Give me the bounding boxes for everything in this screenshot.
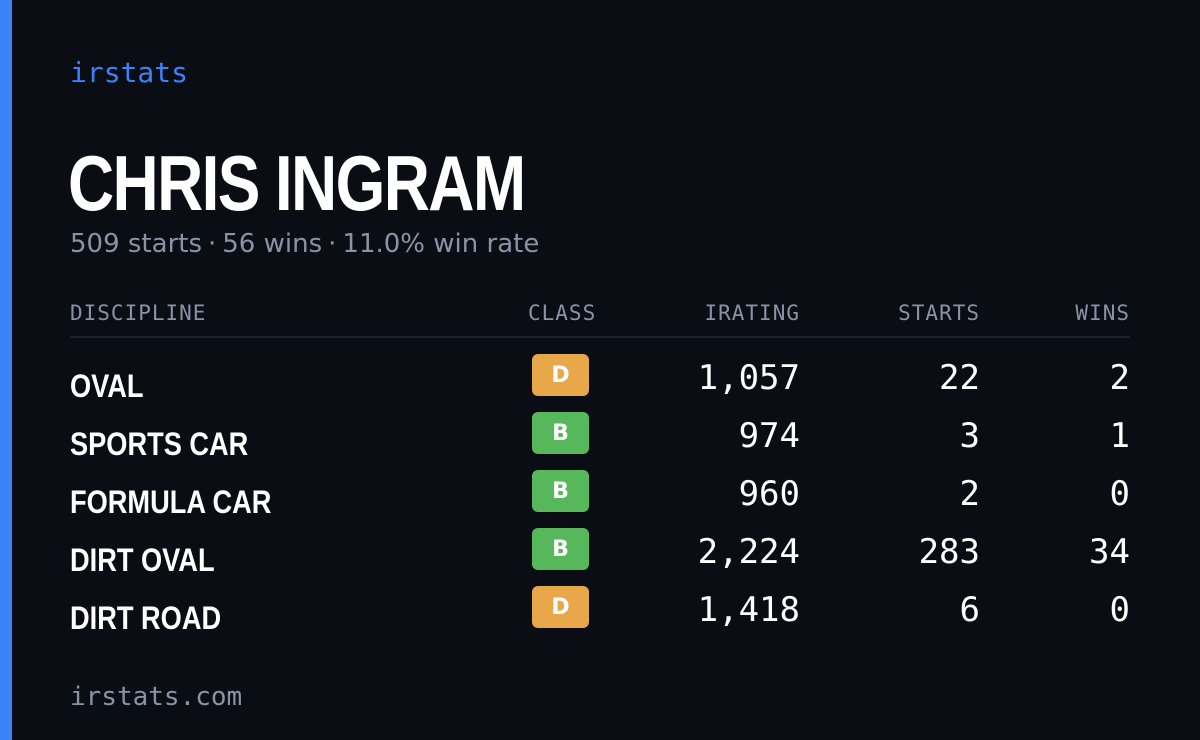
class-badge: D (532, 586, 589, 628)
win-rate-summary: 11.0% win rate (342, 229, 540, 259)
irating-value: 960 (738, 474, 800, 514)
discipline-name: DIRT OVAL (70, 542, 215, 578)
summary-separator: · (208, 229, 217, 259)
header-class: CLASS (528, 301, 597, 325)
player-name: CHRIS INGRAM (68, 139, 526, 227)
brand-logo: irstats (70, 56, 189, 89)
irating-value: 1,418 (697, 590, 800, 630)
discipline-name: SPORTS CAR (70, 426, 249, 462)
discipline-name: DIRT ROAD (70, 600, 222, 636)
wins-summary: 56 wins (222, 229, 323, 259)
header-irating: IRATING (704, 301, 800, 325)
starts-value: 283 (918, 532, 980, 572)
wins-value: 1 (1109, 416, 1130, 456)
table-row: DIRT ROAD D 1,418 6 0 (70, 586, 1130, 644)
summary-separator: · (328, 229, 337, 259)
header-discipline: DISCIPLINE (70, 301, 207, 325)
starts-value: 3 (959, 416, 980, 456)
irating-value: 1,057 (697, 358, 800, 398)
starts-value: 2 (959, 474, 980, 514)
table-row: OVAL D 1,057 22 2 (70, 354, 1130, 412)
table-row: SPORTS CAR B 974 3 1 (70, 412, 1130, 470)
header-wins: WINS (1075, 301, 1130, 325)
header-starts: STARTS (898, 301, 980, 325)
irating-value: 974 (738, 416, 800, 456)
discipline-name: FORMULA CAR (70, 484, 272, 520)
discipline-name: OVAL (70, 368, 144, 404)
class-badge: B (532, 470, 589, 512)
wins-value: 0 (1109, 590, 1130, 630)
footer-url[interactable]: irstats.com (70, 682, 243, 712)
wins-value: 0 (1109, 474, 1130, 514)
starts-value: 22 (939, 358, 980, 398)
table-row: DIRT OVAL B 2,224 283 34 (70, 528, 1130, 586)
class-badge: B (532, 528, 589, 570)
accent-bar (0, 0, 12, 740)
table-row: FORMULA CAR B 960 2 0 (70, 470, 1130, 528)
class-badge: D (532, 354, 589, 396)
wins-value: 34 (1089, 532, 1130, 572)
class-badge: B (532, 412, 589, 454)
wins-value: 2 (1109, 358, 1130, 398)
starts-value: 6 (959, 590, 980, 630)
player-summary: 509 starts · 56 wins · 11.0% win rate (70, 226, 539, 262)
starts-summary: 509 starts (70, 229, 202, 259)
irating-value: 2,224 (697, 532, 800, 572)
table-header: DISCIPLINE CLASS IRATING STARTS WINS (70, 298, 1130, 338)
